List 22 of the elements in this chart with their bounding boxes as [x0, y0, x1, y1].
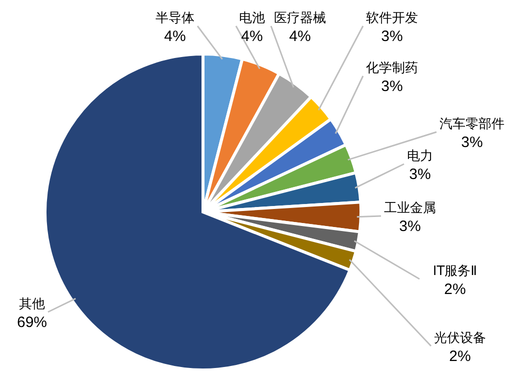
slice-label: 电力	[407, 149, 433, 164]
slice-label: 化学制药	[366, 61, 418, 76]
data-label: 4%	[289, 28, 311, 45]
slice-label: 其他	[19, 297, 45, 312]
data-label: 3%	[461, 134, 483, 151]
slice-label: 汽车零部件	[440, 117, 504, 132]
slice-label: 光伏设备	[434, 331, 486, 346]
data-label: 2%	[444, 281, 466, 298]
data-label: 3%	[381, 28, 403, 45]
slice-label: 半导体	[156, 11, 194, 26]
data-label: 4%	[241, 28, 263, 45]
data-label: 3%	[399, 218, 421, 235]
slice-label: 软件开发	[366, 11, 418, 26]
data-label: 4%	[164, 28, 186, 45]
data-label: 3%	[409, 166, 431, 183]
data-label: 69%	[16, 314, 48, 331]
data-label: 3%	[381, 78, 403, 95]
slice-label: 电池	[239, 11, 265, 26]
slice-label: 工业金属	[384, 201, 436, 216]
slice-label: 医疗器械	[274, 11, 326, 26]
slice-label: IT服务Ⅱ	[432, 264, 478, 279]
data-label: 2%	[449, 348, 471, 365]
